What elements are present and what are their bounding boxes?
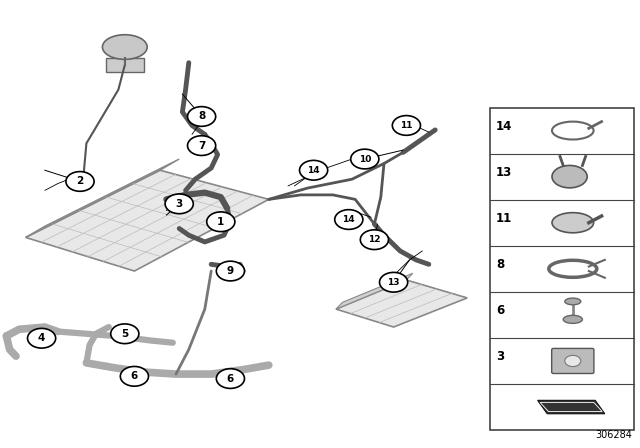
Polygon shape (336, 280, 467, 327)
Ellipse shape (564, 355, 581, 366)
Circle shape (351, 149, 379, 169)
Circle shape (165, 194, 193, 214)
Ellipse shape (552, 165, 588, 188)
Circle shape (360, 230, 388, 250)
Text: 13: 13 (496, 166, 512, 179)
Circle shape (300, 160, 328, 180)
Circle shape (207, 212, 235, 232)
Text: 10: 10 (358, 155, 371, 164)
Circle shape (216, 261, 244, 281)
Circle shape (392, 116, 420, 135)
Circle shape (216, 369, 244, 388)
Text: 1: 1 (217, 217, 225, 227)
Circle shape (120, 366, 148, 386)
Text: 6: 6 (227, 374, 234, 383)
Circle shape (188, 136, 216, 155)
Ellipse shape (102, 35, 147, 59)
FancyBboxPatch shape (490, 108, 634, 430)
Circle shape (380, 272, 408, 292)
Polygon shape (538, 401, 605, 414)
Text: 13: 13 (387, 278, 400, 287)
Circle shape (111, 324, 139, 344)
Text: 11: 11 (496, 212, 512, 225)
Circle shape (335, 210, 363, 229)
Text: 14: 14 (307, 166, 320, 175)
Polygon shape (26, 159, 179, 237)
Text: 8: 8 (198, 112, 205, 121)
Circle shape (188, 107, 216, 126)
Ellipse shape (552, 213, 593, 233)
Text: 3: 3 (175, 199, 183, 209)
Circle shape (28, 328, 56, 348)
Circle shape (66, 172, 94, 191)
Text: 8: 8 (496, 258, 504, 271)
Text: 12: 12 (368, 235, 381, 244)
Polygon shape (26, 170, 269, 271)
Text: 4: 4 (38, 333, 45, 343)
Text: 14: 14 (342, 215, 355, 224)
Polygon shape (106, 58, 144, 72)
Text: 6: 6 (496, 304, 504, 317)
Text: 14: 14 (496, 120, 513, 133)
Text: 2: 2 (76, 177, 84, 186)
Polygon shape (336, 273, 413, 309)
Text: 6: 6 (131, 371, 138, 381)
FancyBboxPatch shape (552, 349, 594, 374)
Text: 3: 3 (496, 350, 504, 363)
Text: 5: 5 (121, 329, 129, 339)
Ellipse shape (564, 298, 581, 305)
Text: 11: 11 (400, 121, 413, 130)
Text: 7: 7 (198, 141, 205, 151)
Text: 9: 9 (227, 266, 234, 276)
Ellipse shape (563, 315, 582, 323)
Text: 306284: 306284 (595, 430, 632, 440)
